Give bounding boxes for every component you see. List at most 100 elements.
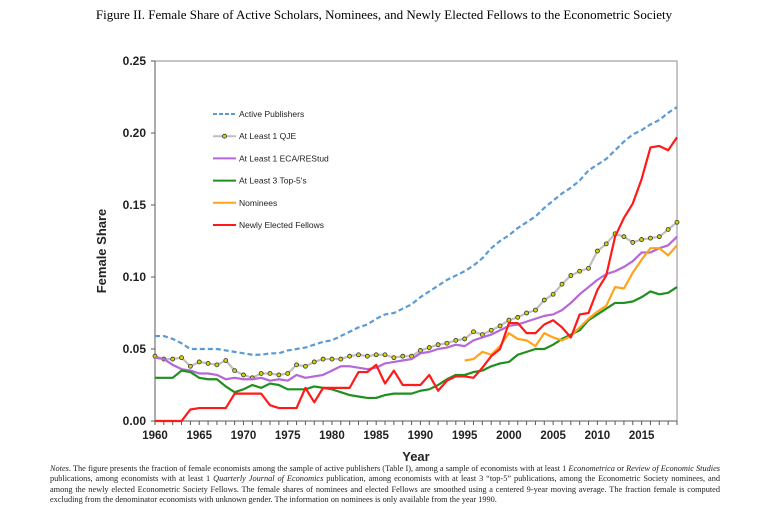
y-axis-label: Female Share: [94, 209, 109, 294]
data-point: [533, 307, 538, 313]
data-point: [506, 317, 512, 323]
y-tick-label: 0.05: [123, 342, 147, 356]
x-tick-label: 1980: [319, 430, 345, 442]
notes-segment: publication, among economists with at le…: [50, 474, 721, 505]
notes-segment: Quarterly Journal of Economics: [213, 474, 324, 484]
data-point: [382, 352, 388, 358]
data-point: [418, 348, 423, 353]
notes-segment: or: [614, 464, 627, 473]
data-point: [674, 219, 680, 225]
data-point: [267, 371, 273, 376]
data-point: [453, 337, 459, 343]
data-point: [656, 234, 662, 240]
data-point: [603, 241, 609, 247]
data-point: [568, 273, 574, 278]
data-point: [223, 358, 229, 363]
series-at-least-1-qje: [152, 219, 680, 381]
y-tick-label: 0.00: [123, 414, 147, 428]
data-point: [541, 297, 547, 303]
data-point: [338, 356, 344, 362]
legend-label: At Least 1 QJE: [239, 131, 296, 141]
data-point: [187, 363, 193, 369]
data-point: [170, 356, 176, 362]
data-point: [621, 234, 627, 240]
series-newly-elected-fellows: [155, 136, 678, 423]
data-point: [329, 356, 335, 362]
data-point: [276, 372, 282, 378]
legend: Active Publishers At Least 1 QJE At Least …: [213, 109, 329, 230]
series-line: [155, 286, 678, 400]
data-point: [435, 342, 441, 348]
x-tick-label: 1995: [452, 430, 478, 442]
data-point: [630, 240, 636, 245]
legend-label: Active Publishers: [239, 109, 304, 119]
notes-segment: Notes: [50, 464, 69, 473]
y-tick-label: 0.15: [123, 198, 147, 212]
data-point: [488, 327, 494, 333]
legend-marker: [222, 133, 227, 139]
data-point: [665, 227, 671, 232]
data-point: [205, 360, 211, 366]
legend-label: At Least 3 Top-5's: [239, 176, 307, 186]
data-point: [639, 237, 645, 242]
data-point: [524, 310, 529, 316]
data-point: [497, 323, 503, 329]
legend-label: Newly Elected Fellows: [239, 220, 324, 230]
data-point: [196, 359, 202, 365]
figure-notes: Notes. The figure presents the fraction …: [50, 464, 720, 506]
data-point: [559, 281, 565, 287]
data-point: [373, 352, 379, 358]
legend-label: Nominees: [239, 198, 277, 208]
notes-segment: . The figure presents the fraction of fe…: [68, 464, 569, 473]
data-point: [471, 329, 476, 335]
data-point: [550, 291, 556, 297]
x-tick-label: 1965: [186, 430, 212, 442]
data-point: [241, 372, 246, 378]
data-point: [232, 368, 238, 374]
series-active-publishers: [155, 106, 678, 356]
x-tick-label: 2010: [585, 430, 611, 442]
y-tick-label: 0.25: [123, 54, 147, 68]
data-point: [444, 340, 450, 346]
x-tick-label: 1960: [142, 430, 168, 442]
data-point: [648, 235, 653, 241]
data-point: [577, 268, 583, 274]
data-point: [426, 345, 432, 350]
data-point: [303, 363, 308, 369]
series-line: [154, 235, 678, 382]
data-point: [311, 359, 317, 365]
figure-title: Figure II. Female Share of Active Schola…: [95, 7, 673, 22]
data-point: [400, 353, 406, 359]
x-tick-label: 2015: [629, 430, 655, 442]
notes-segment: publications, among economists with at l…: [50, 474, 214, 484]
notes-segment: Review of Economic Studies: [626, 464, 721, 473]
data-point: [364, 353, 370, 359]
data-point: [214, 362, 220, 368]
notes-segment: Econometrica: [568, 464, 615, 473]
series-line: [155, 136, 678, 423]
data-point: [356, 352, 361, 358]
data-point: [320, 356, 326, 362]
data-point: [347, 353, 353, 359]
y-tick-label: 0.20: [123, 126, 147, 140]
y-tick-label: 0.10: [123, 270, 147, 284]
x-tick-label: 2005: [540, 430, 566, 442]
data-point: [391, 355, 397, 361]
series-at-least-1-eca-restud: [154, 235, 678, 382]
data-point: [258, 371, 264, 376]
series-at-least-3-top-5-s: [155, 286, 678, 400]
x-tick-label: 2000: [496, 430, 522, 442]
data-point: [515, 314, 521, 320]
data-point: [594, 248, 600, 254]
data-point: [294, 362, 299, 368]
legend-label: At Least 1 ECA/REStud: [239, 153, 329, 163]
data-point: [462, 336, 468, 342]
x-tick-label: 1970: [231, 430, 257, 442]
x-axis-label: Year: [402, 449, 429, 464]
data-point: [586, 265, 591, 271]
data-point: [285, 371, 291, 376]
x-tick-label: 1975: [275, 430, 301, 442]
x-tick-label: 1985: [363, 430, 389, 442]
series-line: [155, 106, 678, 356]
